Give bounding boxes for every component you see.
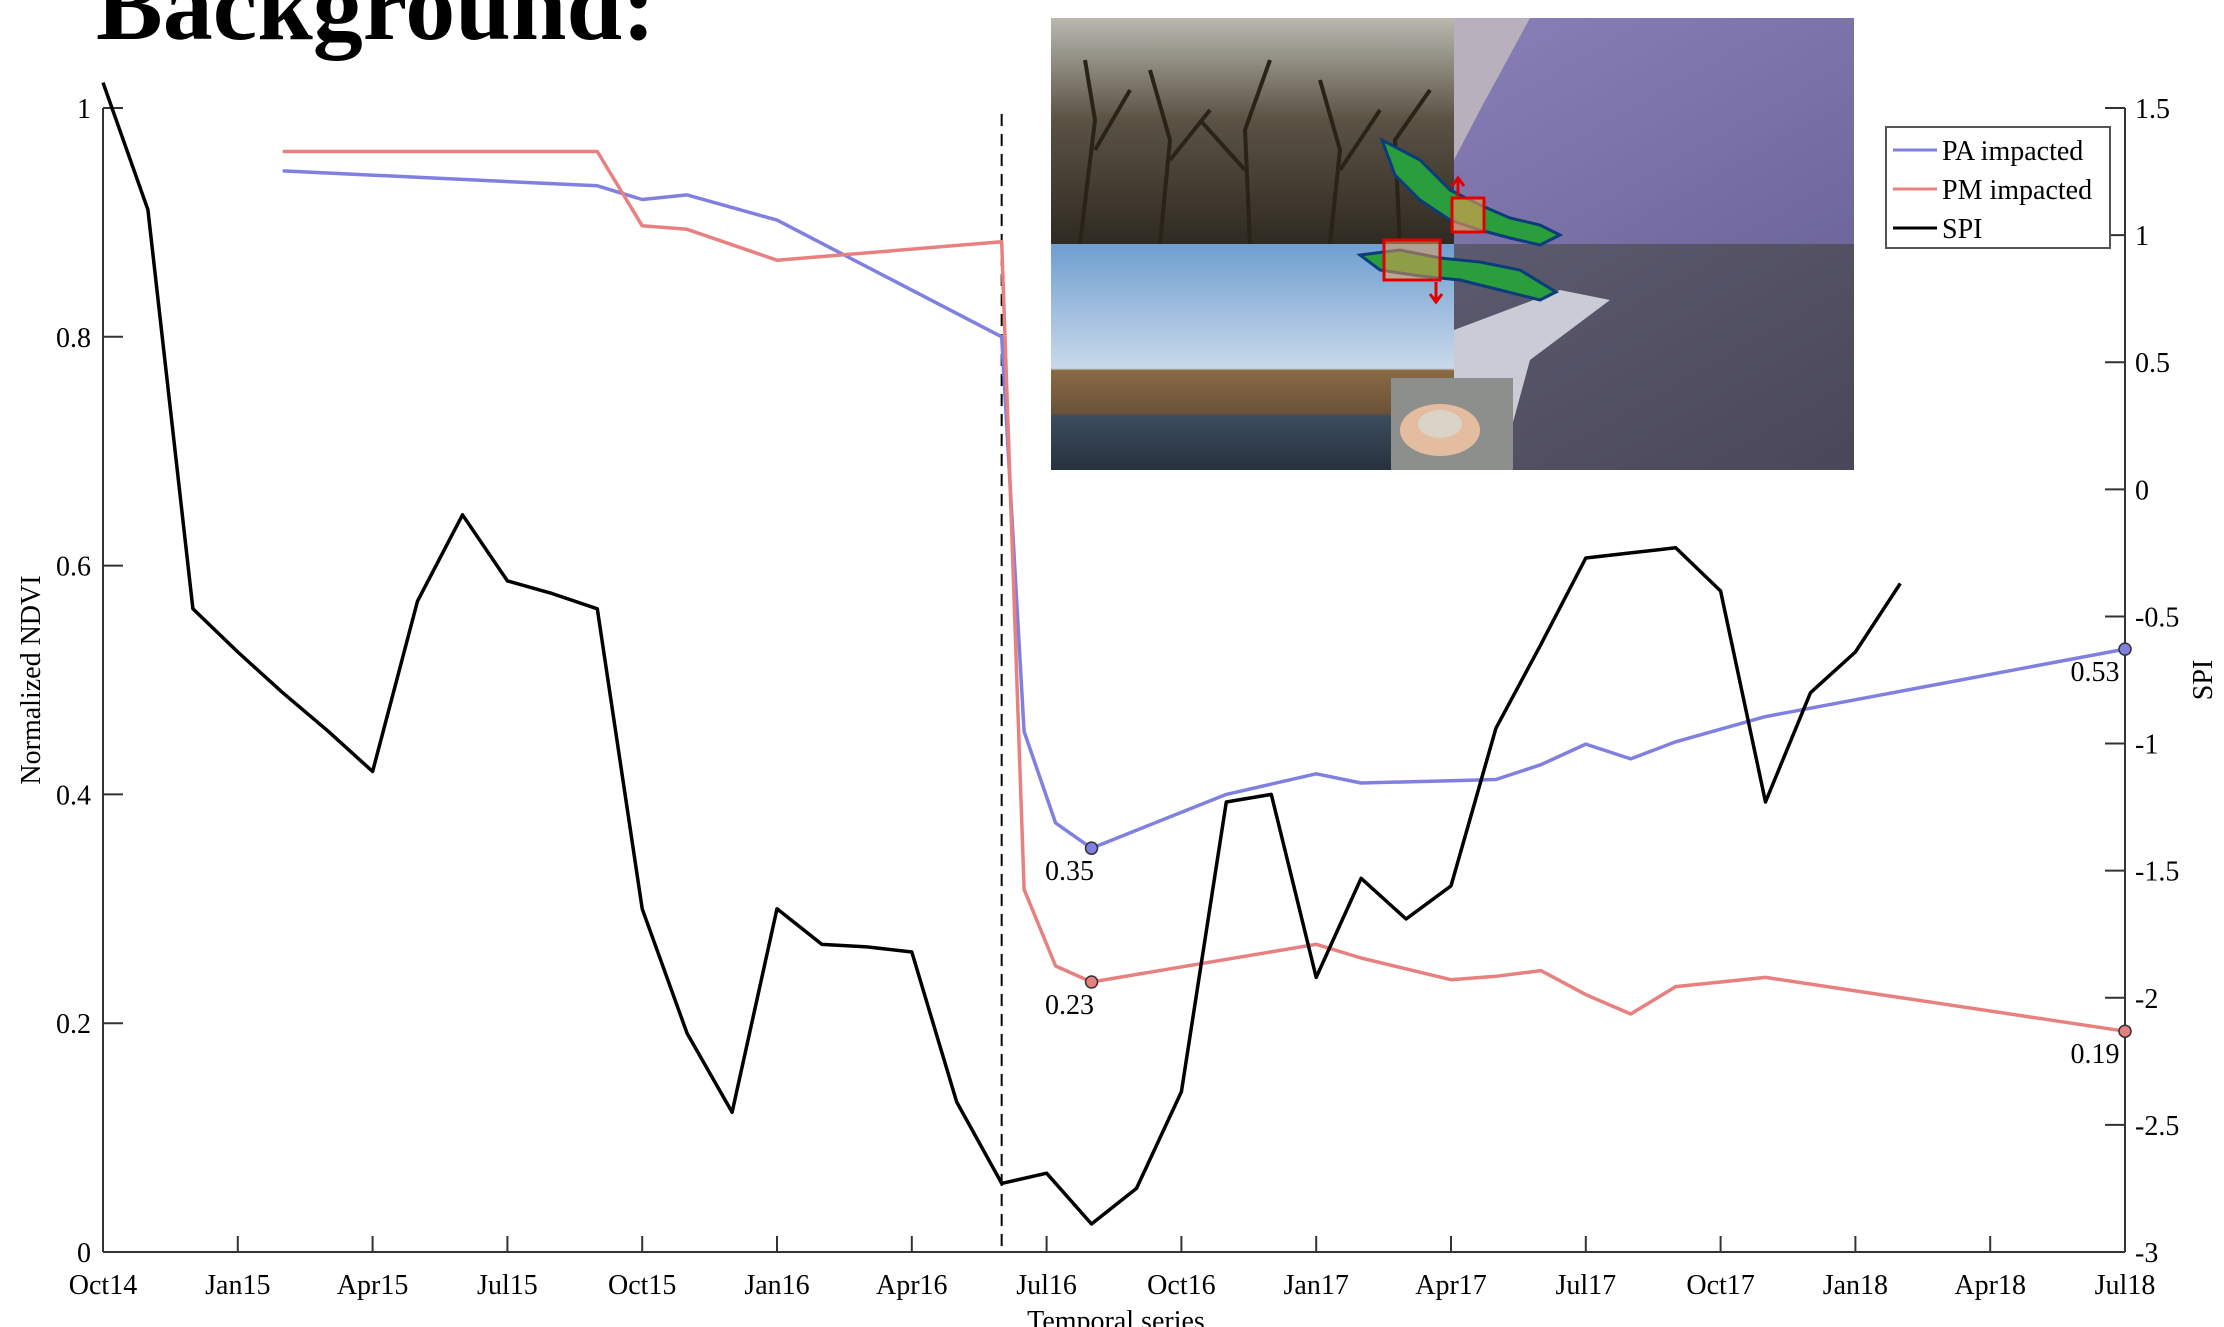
y2-tick-label: 1: [2135, 221, 2149, 252]
y-axis-label: Normalized NDVI: [16, 575, 47, 784]
x-tick-label: Jan17: [1284, 1270, 1349, 1301]
x-tick-label: Apr17: [1415, 1270, 1487, 1301]
y-tick-label: 0.6: [56, 552, 91, 583]
x-tick-label: Oct15: [608, 1270, 676, 1301]
river-channel-icon: [1454, 18, 1530, 160]
y-tick-label: 0.2: [56, 1009, 91, 1040]
legend-label-pa: PA impacted: [1942, 136, 2083, 167]
x-tick-label: Jan15: [205, 1270, 270, 1301]
y-tick-label: 0: [77, 1238, 91, 1269]
y2-tick-label: -3: [2135, 1238, 2158, 1269]
y2-tick-label: -2.5: [2135, 1111, 2179, 1142]
y2-tick-label: 0.5: [2135, 348, 2170, 379]
x-tick-label: Oct17: [1686, 1270, 1754, 1301]
x-tick-label: Apr18: [1954, 1270, 2026, 1301]
x-axis-label: Temporal series: [1027, 1306, 1205, 1327]
annotation-marker: [2118, 1024, 2132, 1038]
annotation-label: 0.23: [1045, 990, 1094, 1021]
y2-tick-label: -2: [2135, 984, 2158, 1015]
x-tick-label: Jul18: [2095, 1270, 2156, 1301]
map-arrow-down-icon: [1428, 282, 1444, 305]
x-tick-label: Oct14: [69, 1270, 137, 1301]
shoreline-dead-trees-photo: [1051, 244, 1454, 470]
y-tick-label: 0.8: [56, 323, 91, 354]
map-arrow-up-icon: [1450, 175, 1466, 196]
annotation-layer: 0.35 0.23 0.53 0.19: [1045, 642, 2132, 1070]
y2-tick-label: -0.5: [2135, 602, 2179, 633]
annotation-label: 0.35: [1045, 856, 1094, 887]
legend: PA impacted PM impacted SPI: [1885, 126, 2111, 249]
annotation-marker: [1084, 841, 1099, 855]
annotation-label: 0.19: [2071, 1039, 2120, 1070]
legend-label-pm: PM impacted: [1942, 175, 2092, 206]
annotation-label: 0.53: [2071, 657, 2120, 688]
y2-tick-label: 1.5: [2135, 94, 2170, 125]
x-tick-label: Apr16: [876, 1270, 948, 1301]
x-tick-label: Oct16: [1147, 1270, 1215, 1301]
series-line-pa-impacted: [282, 169, 2126, 850]
series-line-spi: [101, 82, 1902, 1226]
sediment-icon: [1418, 410, 1462, 438]
x-tick-label: Jul15: [477, 1270, 538, 1301]
y2-tick-label: -1: [2135, 730, 2158, 761]
aerial-canopy-photo: [1454, 18, 1854, 244]
dead-branches-icon: [1078, 59, 1432, 245]
series-line-pm-impacted: [282, 149, 2126, 1033]
legend-label-spi: SPI: [1942, 214, 1982, 245]
x-tick-label: Jul16: [1016, 1270, 1077, 1301]
x-tick-label: Jul17: [1555, 1270, 1616, 1301]
ticks: Oct14 Jan15 Apr15 Jul15 Oct15 Jan16 Apr16 Jul16…: [56, 94, 2179, 1301]
y2-tick-label: -1.5: [2135, 857, 2179, 888]
x-tick-label: Jan18: [1823, 1270, 1888, 1301]
axes: [102, 108, 2126, 1253]
y-tick-label: 0.4: [56, 780, 91, 811]
y2-tick-label: 0: [2135, 475, 2149, 506]
y2-axis-label: SPI: [2188, 660, 2219, 700]
x-tick-label: Apr15: [337, 1270, 409, 1301]
lagoon-map-with-red-markers: [1356, 136, 1564, 305]
mangrove-forest-photo: [1051, 18, 1454, 244]
map-marker-lower: [1382, 238, 1442, 282]
inset-photo-collage: [1051, 18, 1854, 470]
annotation-marker: [2118, 642, 2132, 656]
x-tick-label: Jan16: [744, 1270, 809, 1301]
annotation-marker: [1084, 975, 1099, 989]
y-tick-label: 1: [77, 94, 91, 125]
slide-heading: Background:: [96, 0, 656, 61]
map-marker-upper: [1450, 196, 1486, 234]
series-layer: [101, 82, 2126, 1226]
